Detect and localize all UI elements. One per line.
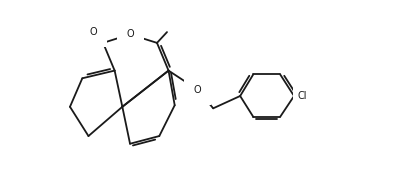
- Text: O: O: [126, 29, 134, 39]
- Text: O: O: [89, 27, 97, 37]
- Text: O: O: [194, 85, 202, 95]
- Text: Cl: Cl: [298, 91, 307, 101]
